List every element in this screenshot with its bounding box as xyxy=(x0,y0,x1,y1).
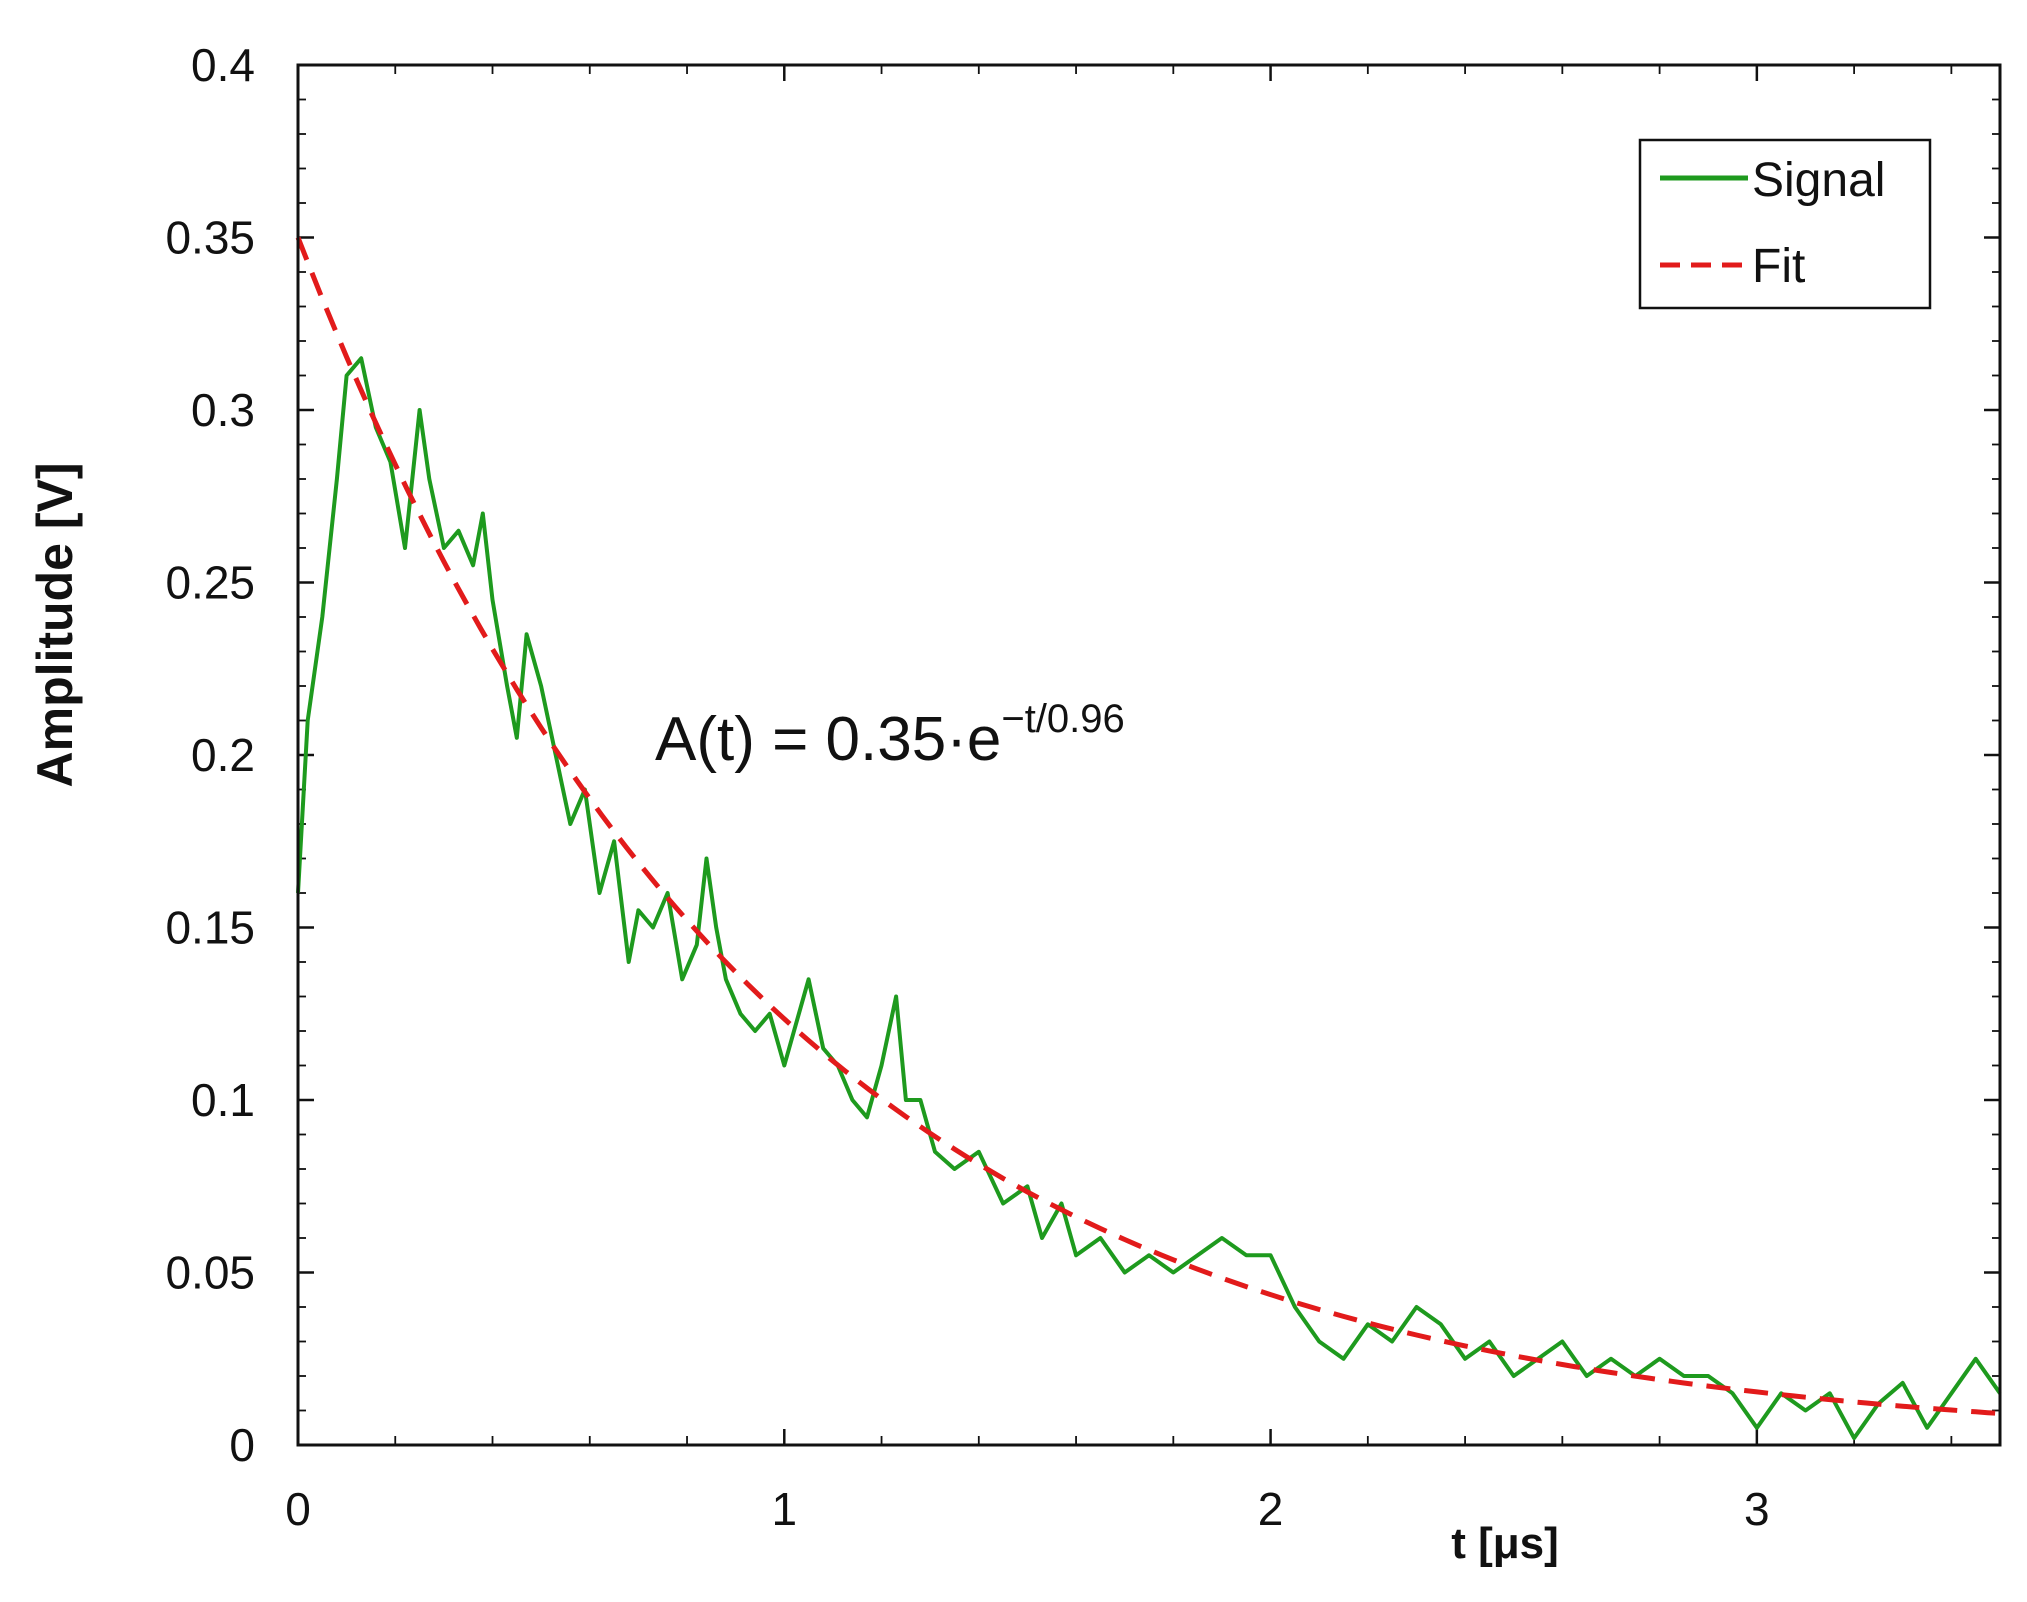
fit-equation-exponent: −t/0.96 xyxy=(1001,697,1124,741)
y-axis-title: Amplitude [V] xyxy=(27,463,83,788)
y-tick-label: 0.15 xyxy=(165,902,255,954)
y-tick-label: 0.35 xyxy=(165,212,255,264)
legend-signal-label: Signal xyxy=(1752,154,1885,207)
fit-equation-prefix: A(t) = 0.35·e xyxy=(655,705,1001,774)
x-axis-title: t [μs] xyxy=(1451,1519,1559,1568)
y-tick-labels: 0 0.05 0.1 0.15 0.2 0.25 0.3 0.35 0.4 xyxy=(165,39,255,1471)
legend-box xyxy=(1638,138,1932,310)
legend-fit-label: Fit xyxy=(1752,240,1805,293)
y-tick-label: 0 xyxy=(229,1419,255,1471)
signal-series-line xyxy=(296,356,2002,1441)
y-tick-label: 0.25 xyxy=(165,557,255,609)
y-tick-label: 0.2 xyxy=(191,729,255,781)
y-tick-label: 0.1 xyxy=(191,1074,255,1126)
x-tick-labels: 0 1 2 3 xyxy=(285,1483,1769,1535)
x-tick-label: 1 xyxy=(771,1483,797,1535)
y-tick-label: 0.4 xyxy=(191,39,255,91)
fit-series-line xyxy=(295,236,2001,1416)
fit-equation: A(t) = 0.35·e−t/0.96 xyxy=(655,697,1125,774)
plot-frame xyxy=(296,63,2002,1447)
legend: Signal Fit xyxy=(1638,138,1932,310)
x-tick-label: 2 xyxy=(1258,1483,1284,1535)
y-tick-label: 0.3 xyxy=(191,384,255,436)
y-tick-label: 0.05 xyxy=(165,1247,255,1299)
x-tick-label: 3 xyxy=(1744,1483,1770,1535)
x-tick-label: 0 xyxy=(285,1483,311,1535)
